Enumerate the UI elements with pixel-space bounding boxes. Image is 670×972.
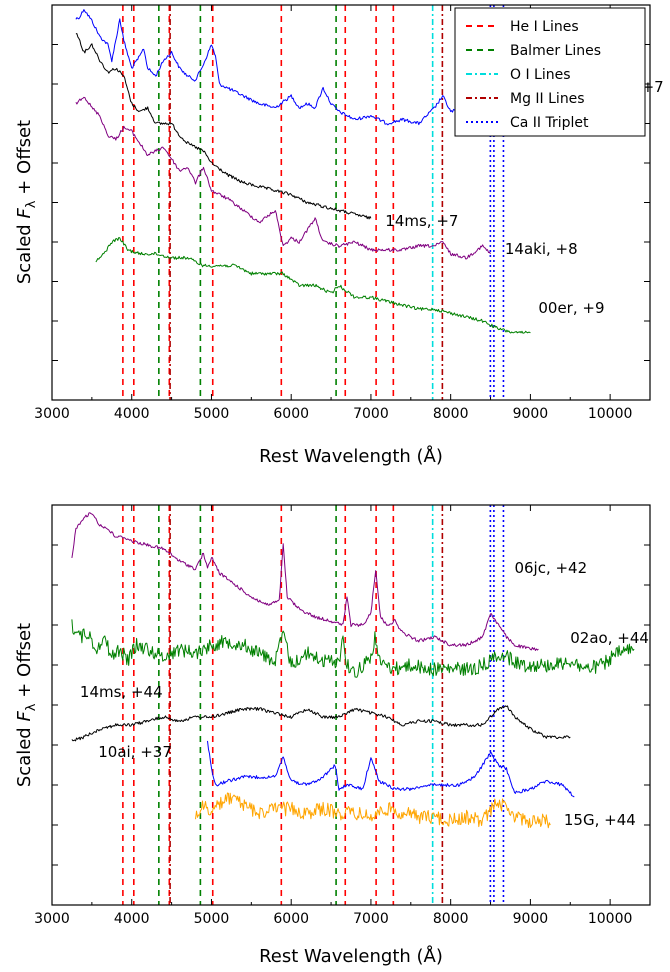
top-xtick-label-9000: 9000 [513, 406, 549, 422]
legend-items: He I Lines Balmer Lines O I Lines Mg II Lin… [466, 19, 601, 131]
bottom-spectrum-15g-44 [195, 792, 551, 829]
top-spectrum-14aki-8 [75, 96, 491, 260]
bottom-xtick-label-3000: 3000 [34, 911, 70, 927]
legend-label-mg-ii-lines: Mg II Lines [510, 91, 585, 107]
bottom-panel: 06jc, +42 02ao, +44 14ms, +44 10ai, +37 15G,… [14, 504, 651, 967]
bottom-spectrum-02ao-44 [71, 619, 635, 678]
bottom-plot-area: 06jc, +42 02ao, +44 14ms, +44 10ai, +37 15G,… [71, 505, 649, 905]
top-xtick-label-4000: 4000 [114, 406, 150, 422]
bottom-spectrum-14ms-44 [71, 705, 571, 742]
bottom-xtick-label-6000: 6000 [273, 911, 309, 927]
top-xtick-label-6000: 6000 [273, 406, 309, 422]
bottom-xtick-label-7000: 7000 [353, 911, 389, 927]
top-spectrum-14ms-7 [75, 33, 372, 220]
top-spectrum-00er-9 [95, 237, 531, 334]
bottom-xtick-label-5000: 5000 [194, 911, 230, 927]
top-xtick-label-8000: 8000 [433, 406, 469, 422]
bottom-xtick-label-8000: 8000 [433, 911, 469, 927]
bottom-series-label-14ms-44: 14ms, +44 [80, 683, 163, 701]
top-series-label-14aki-8: 14aki, +8 [505, 240, 578, 258]
bottom-spectrum-06jc-42 [71, 512, 539, 651]
top-xtick-label-7000: 7000 [353, 406, 389, 422]
top-series-label-14ms-7: 14ms, +7 [385, 212, 458, 230]
top-xtick-label-10000: 10000 [588, 406, 633, 422]
top-axis-ticks: 3000 4000 5000 6000 7000 8000 9000 10000 [34, 5, 650, 422]
bottom-y-axis-label: Scaled Fλ + Offset [14, 623, 39, 787]
bottom-series-label-06jc-42: 06jc, +42 [514, 559, 587, 577]
bottom-xtick-label-10000: 10000 [588, 911, 633, 927]
legend-label-ca-ii-triplet: Ca II Triplet [510, 115, 589, 131]
top-y-axis-label: Scaled Fλ + Offset [14, 120, 39, 284]
top-xtick-label-3000: 3000 [34, 406, 70, 422]
legend-label-o-i-lines: O I Lines [510, 67, 571, 83]
top-x-axis-label: Rest Wavelength (Å) [259, 445, 443, 467]
bottom-xtick-label-4000: 4000 [114, 911, 150, 927]
top-series-label-00er-9: 00er, +9 [538, 299, 604, 317]
bottom-series-label-15g-44: 15G, +44 [564, 811, 636, 829]
bottom-xtick-label-9000: 9000 [513, 911, 549, 927]
legend-label-he-i-lines: He I Lines [510, 19, 579, 35]
top-xtick-label-5000: 5000 [194, 406, 230, 422]
bottom-spectrum-10ai-37 [207, 740, 575, 798]
bottom-axis-ticks: 3000 4000 5000 6000 7000 8000 9000 10000 [34, 505, 650, 927]
bottom-series-label-10ai-37: 10ai, +37 [98, 743, 172, 761]
legend-box [454, 7, 646, 137]
bottom-series-label-02ao-44: 02ao, +44 [570, 629, 649, 647]
legend: He I Lines Balmer Lines O I Lines Mg II Lin… [454, 7, 646, 137]
bottom-x-axis-label: Rest Wavelength (Å) [259, 945, 443, 967]
legend-label-balmer-lines: Balmer Lines [510, 43, 601, 59]
